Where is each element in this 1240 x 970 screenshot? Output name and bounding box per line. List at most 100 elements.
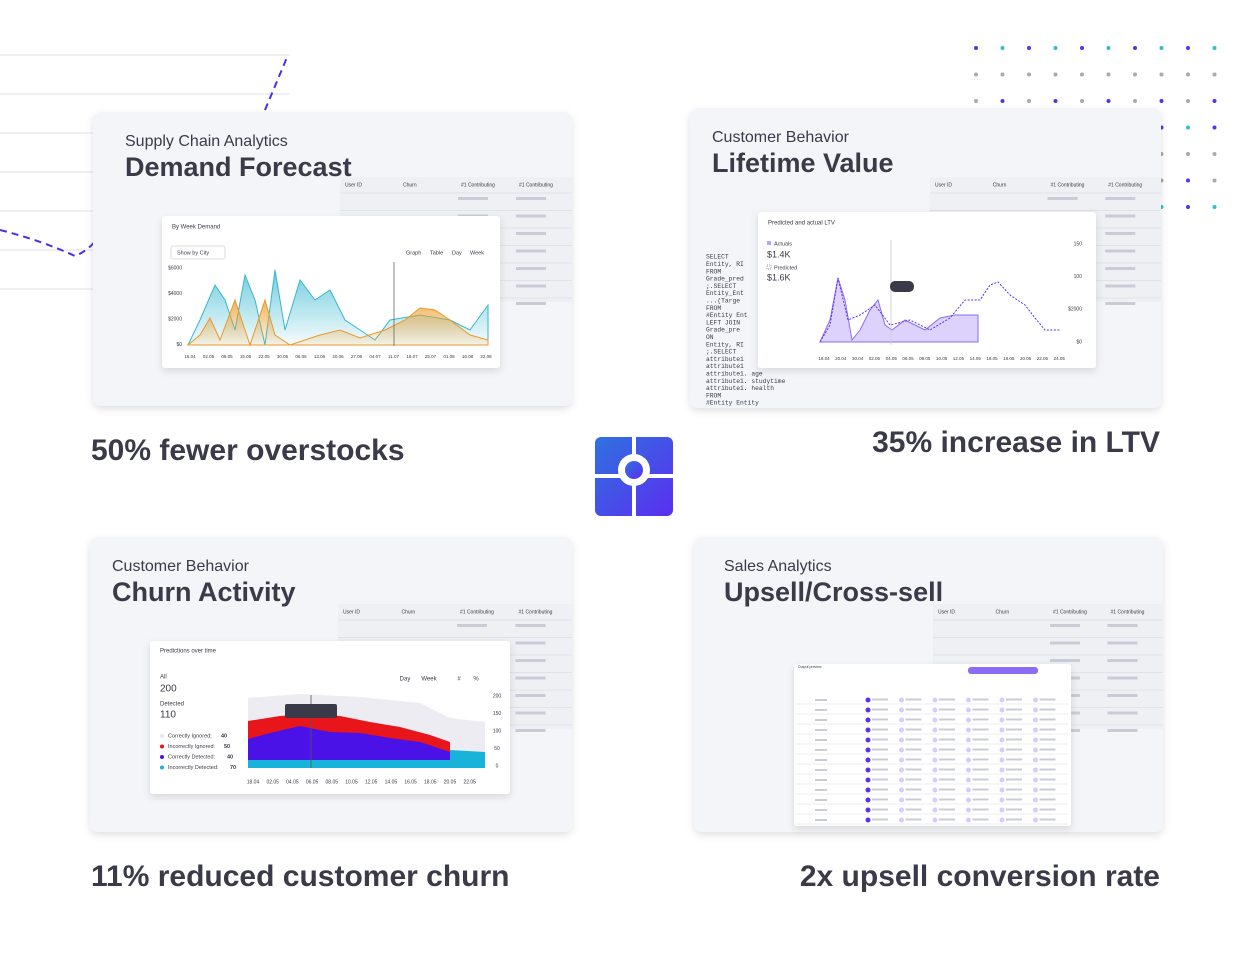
x-tick-label: 10.05 — [936, 356, 948, 361]
y-tick-label: 50 — [494, 746, 500, 752]
legend-dot — [160, 744, 164, 749]
cell — [872, 748, 888, 751]
y-tick-label: $0 — [1076, 339, 1082, 345]
avatar — [865, 777, 871, 783]
cell — [815, 749, 827, 751]
card-category: Sales Analytics — [724, 558, 832, 575]
y-tick-label: 150 — [493, 711, 502, 717]
cell — [939, 788, 955, 791]
avatar — [1033, 787, 1038, 793]
legend-value: 40 — [227, 754, 233, 760]
code-line: Entity_Ent — [706, 290, 744, 297]
x-tick-label: 16.08 — [462, 354, 474, 359]
legend-value: 70 — [230, 765, 236, 771]
cell — [1039, 798, 1056, 801]
y-tick-label: 150 — [1074, 241, 1083, 247]
x-tick-label: 25.07 — [425, 354, 437, 359]
cell — [905, 768, 922, 771]
tab: Day — [452, 250, 462, 256]
cell — [1006, 698, 1022, 701]
dot — [1212, 46, 1217, 50]
cell — [939, 738, 955, 741]
avatar — [899, 797, 904, 803]
avatar — [966, 747, 971, 753]
avatar — [932, 707, 938, 713]
cell — [872, 698, 888, 701]
cell — [1006, 768, 1022, 771]
dot — [1053, 72, 1058, 77]
x-tick-label: 04.05 — [886, 356, 898, 361]
table-cell — [515, 659, 546, 662]
dot — [1000, 99, 1005, 103]
cell — [972, 718, 989, 721]
x-tick-label: 30.04 — [852, 356, 864, 361]
table-cell — [457, 624, 487, 627]
avatar — [999, 817, 1005, 823]
table-header: #1 Contributing — [519, 609, 553, 615]
avatar — [1033, 797, 1038, 803]
y-tick-label: 100 — [1074, 274, 1083, 280]
avatar — [1033, 697, 1038, 703]
summary: 200 — [160, 684, 177, 695]
dot — [1212, 72, 1217, 77]
dot — [1212, 152, 1217, 156]
avatar — [966, 767, 971, 773]
avatar — [1033, 817, 1038, 823]
cell — [905, 738, 922, 741]
y-tick-label: $2000 — [168, 316, 182, 322]
table-cell — [1107, 624, 1138, 627]
dot — [1186, 46, 1190, 50]
avatar — [899, 737, 904, 743]
dot — [1106, 99, 1111, 103]
deco-dash — [0, 229, 101, 258]
avatar — [932, 697, 938, 703]
table-cell — [1107, 641, 1138, 645]
cell — [1006, 748, 1022, 751]
avatar — [899, 727, 904, 733]
x-tick-label: 01.08 — [443, 354, 455, 359]
avatar — [999, 797, 1005, 803]
code-line: FROM — [706, 392, 721, 399]
avatar — [899, 807, 904, 813]
cell — [939, 718, 955, 721]
x-tick-label: 22.05 — [1037, 356, 1049, 361]
table-header: #1 Contributing — [1053, 609, 1087, 615]
cell — [1039, 818, 1056, 821]
cell — [1039, 788, 1056, 791]
avatar — [865, 767, 871, 773]
cell — [1006, 738, 1022, 741]
avatar — [1033, 747, 1038, 753]
legend-label: Incorrectly Detected: — [168, 765, 219, 771]
dot — [1053, 46, 1058, 50]
widget-title: Predictions over time — [160, 649, 217, 655]
table-cell — [515, 676, 546, 680]
cell — [1006, 758, 1022, 761]
cell — [872, 728, 888, 731]
avatar — [932, 787, 938, 793]
avatar — [899, 697, 904, 703]
cell — [939, 768, 955, 771]
x-tick-label: 20.04 — [835, 356, 847, 361]
tab: # — [457, 677, 461, 683]
avatar — [999, 757, 1005, 763]
dot — [1027, 99, 1031, 103]
y-tick-label: 0 — [496, 763, 499, 769]
table-header: #1 Contributing — [1051, 182, 1085, 188]
avatar — [966, 727, 971, 733]
legend-dot — [160, 765, 164, 770]
avatar — [999, 777, 1005, 783]
cell — [939, 778, 955, 781]
legend-dot — [160, 734, 164, 738]
x-tick-label: 16.04 — [818, 356, 830, 361]
x-tick-label: 14.05 — [970, 356, 982, 361]
code-line: LEFT JOIN — [706, 319, 740, 326]
cell — [905, 808, 922, 811]
avatar — [1033, 707, 1038, 713]
avatar — [932, 737, 938, 743]
avatar — [966, 717, 971, 723]
table-cell — [1050, 641, 1080, 645]
cell — [972, 788, 989, 791]
dropdown — [170, 245, 226, 260]
cell — [905, 778, 922, 781]
